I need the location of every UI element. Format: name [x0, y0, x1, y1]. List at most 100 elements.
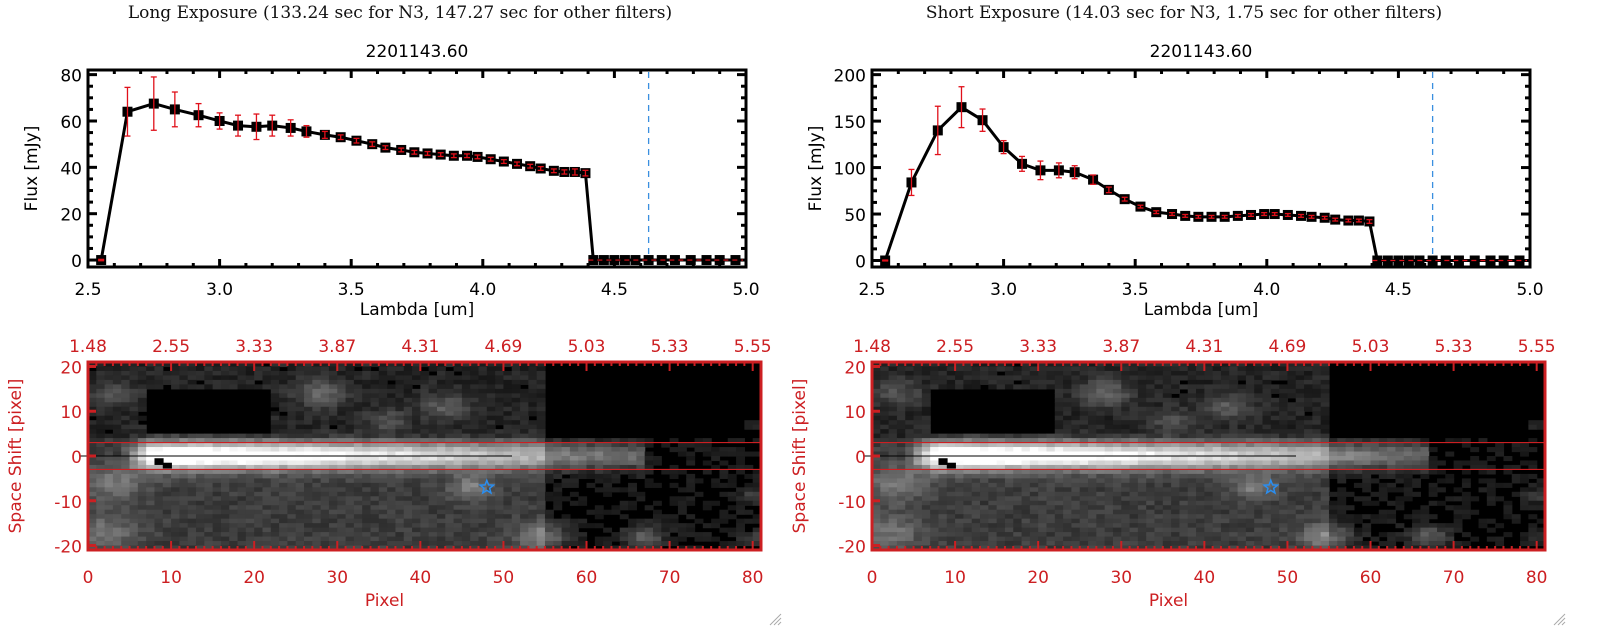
image-pixel — [387, 541, 397, 547]
image-pixel — [1279, 496, 1289, 502]
image-pixel — [594, 536, 604, 542]
image-pixel — [561, 527, 571, 533]
image-pixel — [661, 518, 671, 524]
image-pixel — [1270, 478, 1280, 484]
image-pixel — [353, 532, 363, 538]
image-pixel — [1237, 411, 1247, 417]
image-pixel — [495, 388, 505, 394]
image-pixel — [872, 402, 881, 408]
image-pixel — [1104, 447, 1114, 453]
image-pixel — [436, 366, 446, 372]
image-pixel — [905, 496, 915, 502]
image-pixel — [955, 442, 964, 448]
image-pixel — [378, 384, 388, 390]
image-pixel — [428, 473, 438, 479]
image-pixel — [328, 496, 338, 502]
image-pixel — [1461, 460, 1471, 466]
image-pixel — [1395, 442, 1405, 448]
image-pixel — [1196, 456, 1205, 462]
image-pixel — [486, 541, 496, 547]
image-pixel — [279, 500, 289, 506]
image-pixel — [486, 527, 496, 533]
image-pixel — [162, 375, 172, 381]
image-pixel — [478, 438, 488, 444]
image-pixel — [378, 478, 388, 484]
image-pixel — [495, 482, 505, 488]
image-pixel — [320, 523, 330, 529]
image-pixel — [1461, 491, 1471, 497]
image-pixel — [569, 442, 579, 448]
image-pixel — [220, 362, 230, 368]
image-pixel — [652, 500, 662, 506]
image-pixel — [669, 523, 679, 529]
image-pixel — [420, 460, 430, 466]
image-pixel — [121, 366, 131, 372]
image-pixel — [96, 406, 106, 412]
image-pixel — [328, 518, 338, 524]
image-pixel — [1129, 406, 1139, 412]
image-pixel — [503, 523, 513, 529]
y-tick-label: 50 — [844, 206, 866, 226]
image-pixel — [888, 473, 898, 479]
image-pixel — [1063, 424, 1073, 430]
image-pixel — [1312, 487, 1322, 493]
image-pixel — [1204, 388, 1214, 394]
image-pixel — [312, 438, 322, 444]
image-pixel — [1237, 460, 1247, 466]
image-pixel — [104, 518, 114, 524]
image-pixel — [1071, 460, 1081, 466]
image-pixel — [1304, 478, 1313, 484]
image-pixel — [171, 505, 180, 511]
image-pixel — [503, 384, 513, 390]
image-pixel — [611, 469, 621, 475]
image-pixel — [428, 362, 438, 368]
image-pixel — [1320, 393, 1330, 399]
image-pixel — [179, 447, 189, 453]
image-pixel — [719, 460, 729, 466]
image-pixel — [320, 527, 330, 533]
image-pixel — [370, 545, 380, 551]
image-pixel — [938, 478, 948, 484]
image-pixel — [453, 366, 463, 372]
image-pixel — [677, 500, 687, 506]
image-pixel — [445, 523, 455, 529]
image-pixel — [1254, 424, 1264, 430]
image-pixel — [146, 487, 156, 493]
image-pixel — [628, 473, 637, 479]
image-pixel — [445, 505, 455, 511]
image-pixel — [611, 438, 621, 444]
image-pixel — [428, 415, 438, 421]
image-pixel — [486, 424, 496, 430]
image-pixel — [1528, 438, 1538, 444]
image-pixel — [1038, 460, 1048, 466]
image-pixel — [254, 456, 264, 462]
image-pixel — [905, 482, 915, 488]
image-pixel — [1063, 388, 1073, 394]
image-pixel — [312, 366, 322, 372]
image-pixel — [1196, 447, 1205, 453]
image-pixel — [1046, 442, 1056, 448]
image-pixel — [353, 397, 363, 403]
image-pixel — [1137, 438, 1147, 444]
image-pixel — [652, 460, 662, 466]
image-pixel — [1004, 482, 1014, 488]
image-pixel — [1295, 451, 1305, 457]
image-pixel — [146, 532, 156, 538]
image-pixel — [1071, 393, 1081, 399]
image-pixel — [1345, 491, 1355, 497]
image-pixel — [1362, 478, 1372, 484]
image-pixel — [237, 438, 247, 444]
image-pixel — [1088, 406, 1097, 412]
image-pixel — [279, 460, 289, 466]
image-pixel — [287, 420, 297, 426]
image-pixel — [179, 375, 189, 381]
image-pixel — [1237, 464, 1247, 471]
image-pixel — [378, 438, 388, 444]
image-pixel — [1403, 456, 1413, 462]
image-pixel — [520, 447, 529, 453]
image-pixel — [121, 411, 131, 417]
image-pixel — [905, 442, 915, 448]
image-pixel — [913, 451, 923, 457]
image-pixel — [938, 370, 948, 377]
image-pixel — [938, 379, 948, 385]
